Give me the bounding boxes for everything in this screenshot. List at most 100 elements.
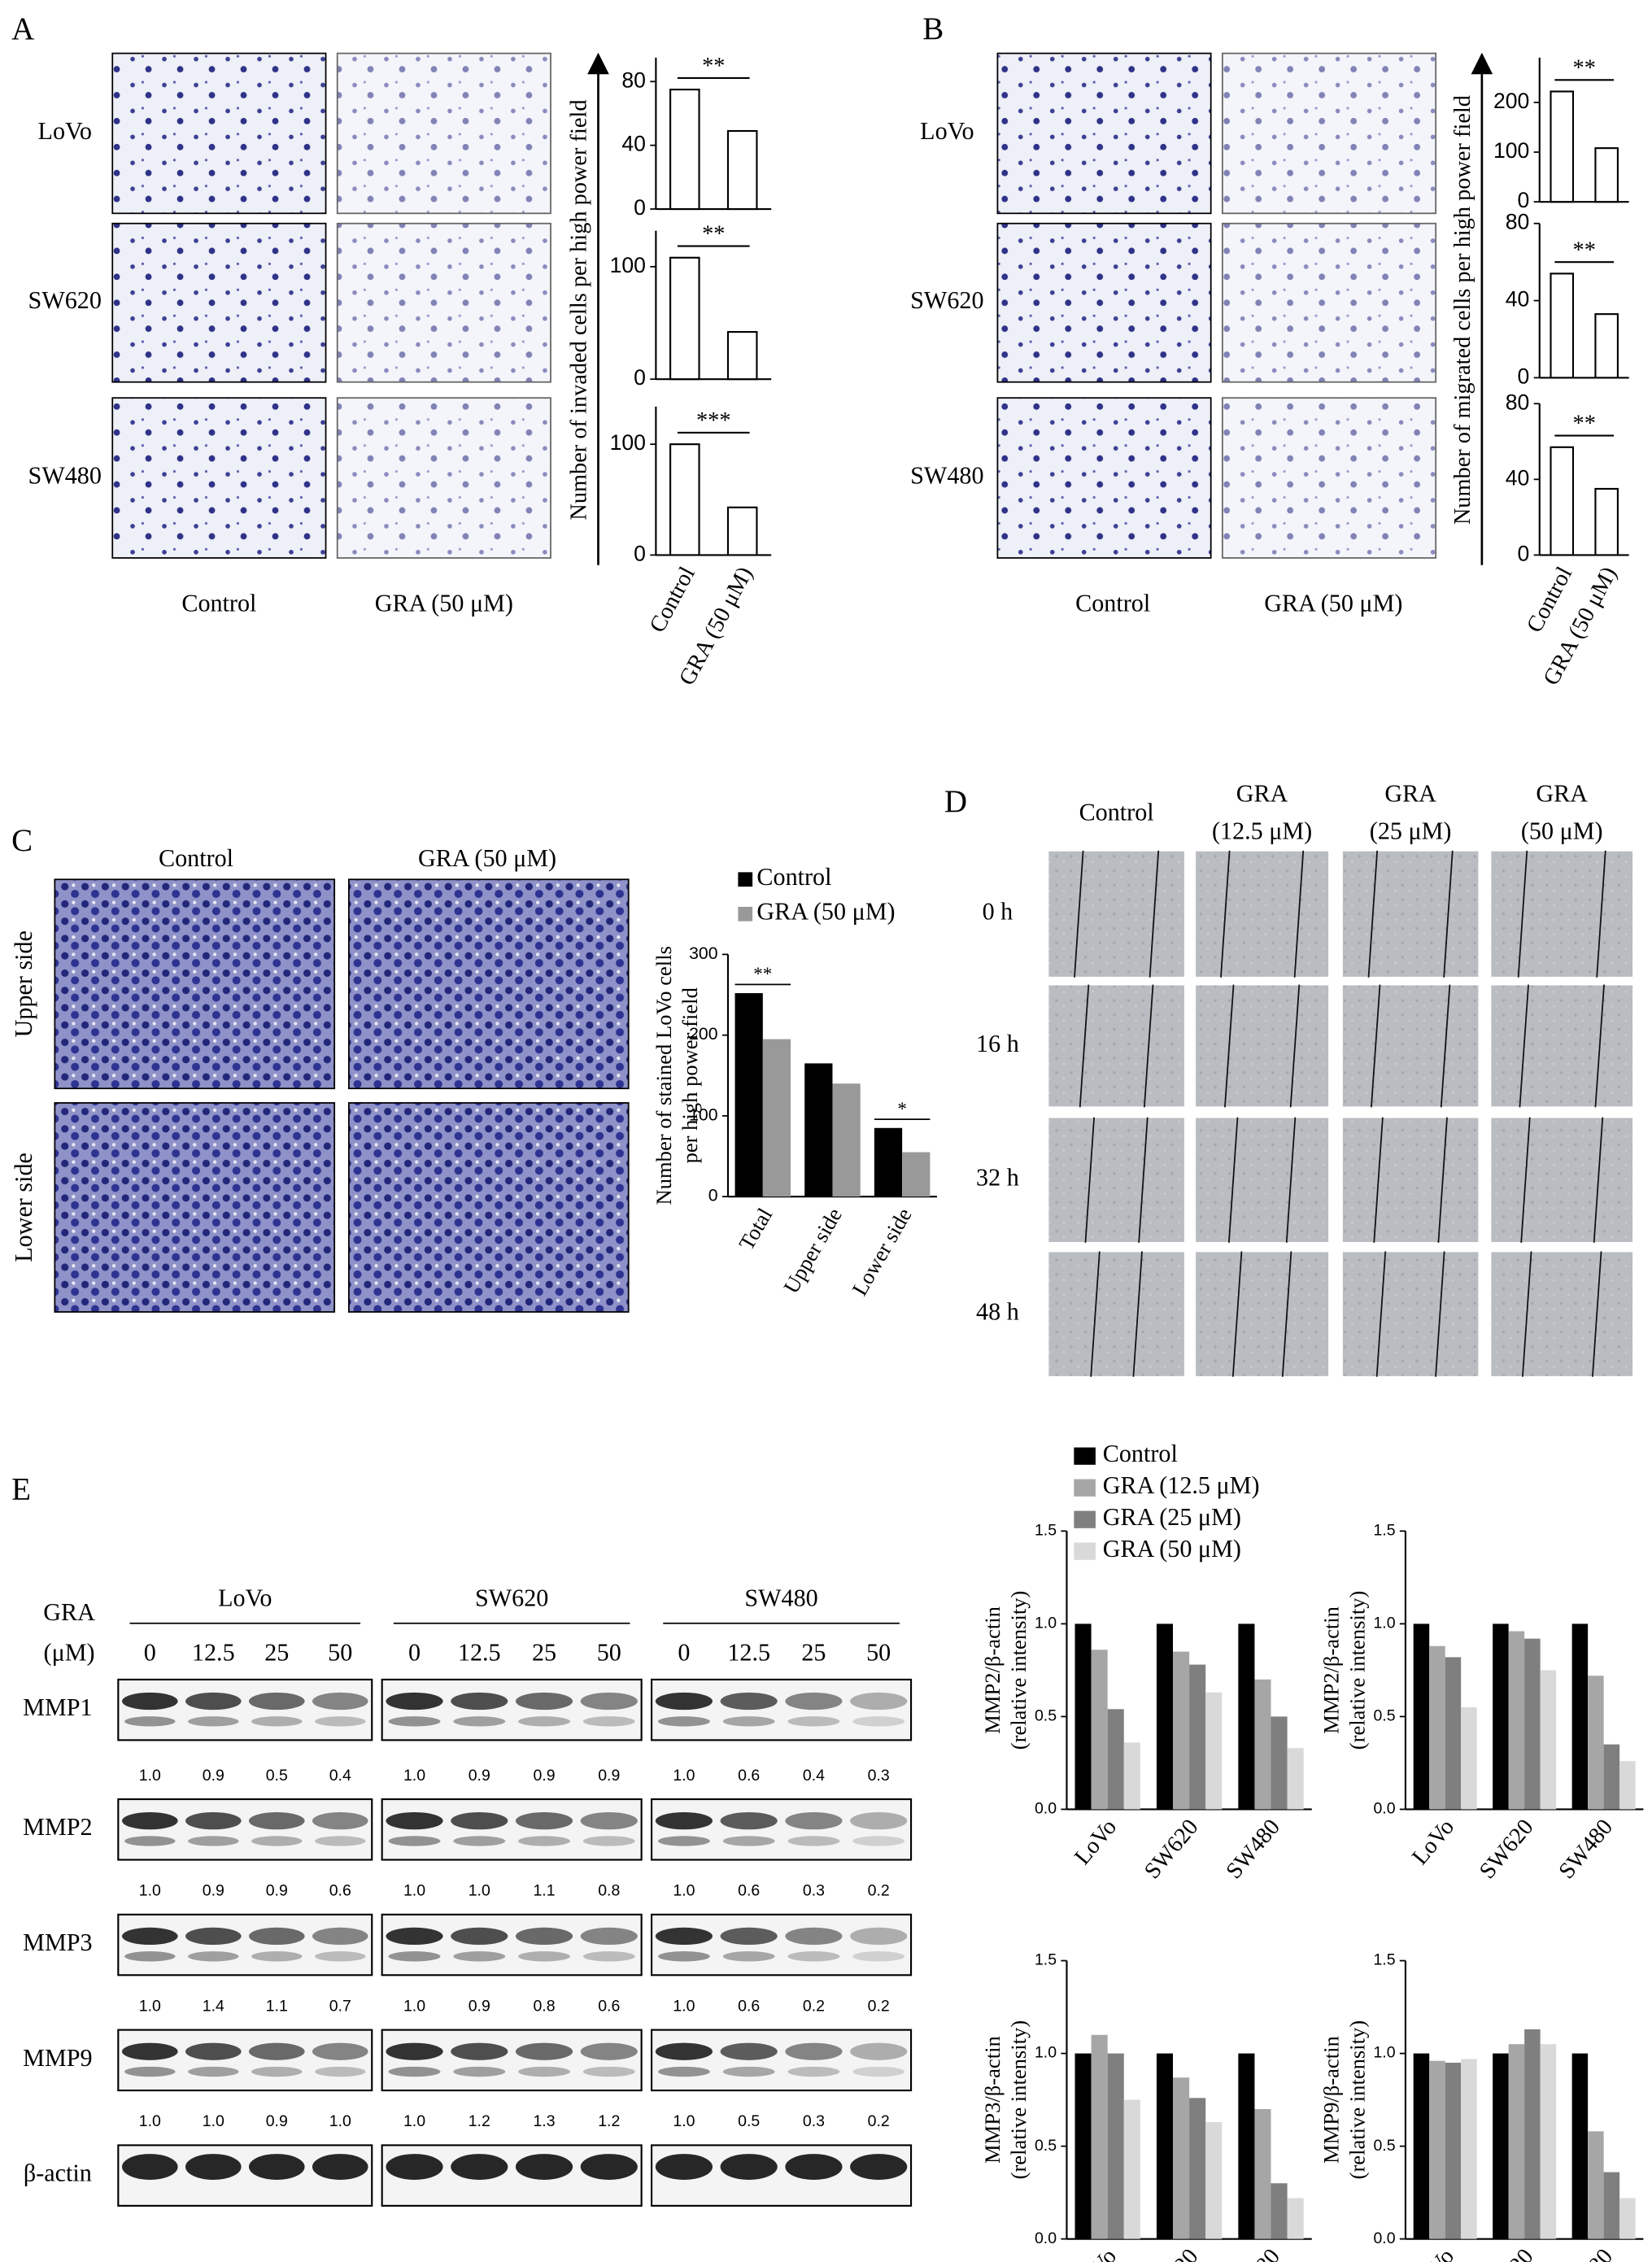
scratch-line bbox=[1367, 850, 1379, 978]
blot-band bbox=[453, 1836, 506, 1846]
bar bbox=[1540, 1670, 1557, 1810]
blot bbox=[381, 1798, 643, 1861]
quant-value: 0.9 bbox=[266, 1882, 288, 1900]
wound-image bbox=[1047, 849, 1186, 978]
blot-band bbox=[785, 2042, 843, 2060]
y-tick-label: 0 bbox=[1518, 188, 1530, 212]
y-tick-label: 100 bbox=[610, 430, 646, 455]
y-axis-label: (relative intensity) bbox=[1345, 2020, 1369, 2180]
dose-label: 0 bbox=[678, 1639, 690, 1667]
blot-band bbox=[515, 2154, 573, 2180]
bar bbox=[1205, 2121, 1223, 2239]
bar bbox=[1189, 2098, 1206, 2239]
scratch-line bbox=[1522, 1251, 1532, 1377]
bar bbox=[1540, 2044, 1557, 2239]
blot-band bbox=[787, 2066, 840, 2077]
x-tick-label: LoVo bbox=[1070, 2244, 1122, 2262]
blot-band bbox=[785, 1692, 843, 1711]
blot-band bbox=[185, 1927, 242, 1946]
x-tick-label: LoVo bbox=[1407, 2244, 1459, 2262]
blot-label: β-actin bbox=[24, 2160, 92, 2187]
blot-band bbox=[122, 1811, 178, 1830]
legend-swatch bbox=[1074, 1447, 1096, 1465]
quant-value: 1.1 bbox=[533, 1882, 555, 1900]
wound-image bbox=[1341, 983, 1480, 1109]
blot-band bbox=[515, 1811, 573, 1830]
scratch-line bbox=[1375, 1251, 1387, 1377]
quant-value: 0.4 bbox=[329, 1767, 351, 1785]
y-tick-label: 1.0 bbox=[1035, 2044, 1057, 2062]
quant-value: 0.2 bbox=[868, 1882, 890, 1900]
blot-band bbox=[315, 1951, 366, 1962]
micrograph bbox=[111, 397, 327, 559]
bar bbox=[1594, 313, 1619, 379]
scratch-line bbox=[1149, 850, 1160, 978]
blot bbox=[650, 1798, 913, 1861]
row-label: 48 h bbox=[976, 1298, 1019, 1326]
blot-label: MMP3 bbox=[23, 1929, 92, 1956]
x-tick-label: SW620 bbox=[1140, 2244, 1203, 2262]
quant-value: 0.2 bbox=[868, 1997, 890, 2015]
bar bbox=[1287, 2198, 1304, 2239]
scratch-line bbox=[1281, 1251, 1292, 1377]
quant-value: 0.9 bbox=[469, 1767, 490, 1785]
wound-image bbox=[1194, 1116, 1330, 1244]
scratch-line bbox=[1592, 1251, 1602, 1377]
legend-swatch bbox=[1074, 1542, 1096, 1560]
blot-band bbox=[580, 2154, 638, 2180]
bar bbox=[1461, 1707, 1477, 1810]
quant-value: 0.2 bbox=[868, 2112, 890, 2130]
scratch-line bbox=[1079, 984, 1090, 1108]
bar bbox=[1619, 2198, 1636, 2239]
blot-band bbox=[124, 1836, 176, 1846]
legend-swatch bbox=[738, 872, 753, 887]
bar bbox=[1271, 2183, 1288, 2239]
blot-band bbox=[248, 2042, 305, 2060]
micrograph bbox=[54, 878, 336, 1090]
quant-value: 1.0 bbox=[403, 1767, 425, 1785]
bar bbox=[1550, 446, 1575, 556]
x-tick-label: SW620 bbox=[1475, 1815, 1538, 1884]
blot-band bbox=[518, 1716, 570, 1727]
legend-label: GRA (25 μM) bbox=[1103, 1503, 1241, 1531]
y-axis-label: per high power field bbox=[678, 987, 702, 1163]
y-tick-label: 40 bbox=[621, 132, 646, 156]
y-tick-label: 1.5 bbox=[1373, 1522, 1395, 1540]
y-tick-label: 0.0 bbox=[1035, 2229, 1057, 2247]
wound-image bbox=[1194, 983, 1330, 1109]
blot-band bbox=[122, 2042, 178, 2060]
bar bbox=[1413, 2053, 1430, 2239]
blot-label: MMP9 bbox=[23, 2044, 92, 2072]
blot-band bbox=[124, 1951, 176, 1962]
scratch-line bbox=[1435, 1251, 1445, 1377]
dose-label: 12.5 bbox=[458, 1639, 501, 1667]
wound-image bbox=[1341, 1116, 1480, 1244]
blot-band bbox=[655, 1811, 713, 1830]
blot-band bbox=[312, 1811, 368, 1830]
y-tick-label: 100 bbox=[689, 1105, 717, 1124]
scratch-line bbox=[1138, 1117, 1149, 1243]
quant-value: 1.2 bbox=[469, 2112, 490, 2130]
bar bbox=[1271, 1716, 1288, 1810]
quant-value: 1.0 bbox=[403, 1997, 425, 2015]
row-label: SW480 bbox=[910, 461, 983, 489]
bar bbox=[1074, 1623, 1092, 1810]
legend-swatch bbox=[1074, 1510, 1096, 1528]
quant-value: 1.0 bbox=[673, 2112, 695, 2130]
blot-band bbox=[188, 1836, 239, 1846]
y-tick-label: 200 bbox=[1493, 89, 1529, 113]
quant-value: 0.9 bbox=[203, 1882, 224, 1900]
blot-band bbox=[386, 1927, 443, 1946]
micrograph bbox=[111, 222, 327, 383]
bar bbox=[804, 1063, 833, 1197]
y-axis-label: Number of stained LoVo cells bbox=[652, 946, 676, 1205]
cell-line-label: SW620 bbox=[475, 1584, 548, 1611]
y-axis-label: (relative intensity) bbox=[1345, 1591, 1369, 1750]
blot-band bbox=[251, 1716, 303, 1727]
y-axis-label: MMP9/β-actin bbox=[1319, 2036, 1343, 2164]
blot-band bbox=[658, 2066, 710, 2077]
blot-band bbox=[122, 1927, 178, 1946]
blot-band bbox=[451, 1811, 508, 1830]
significance: ** bbox=[1573, 55, 1596, 81]
wound-image bbox=[1489, 1250, 1634, 1378]
